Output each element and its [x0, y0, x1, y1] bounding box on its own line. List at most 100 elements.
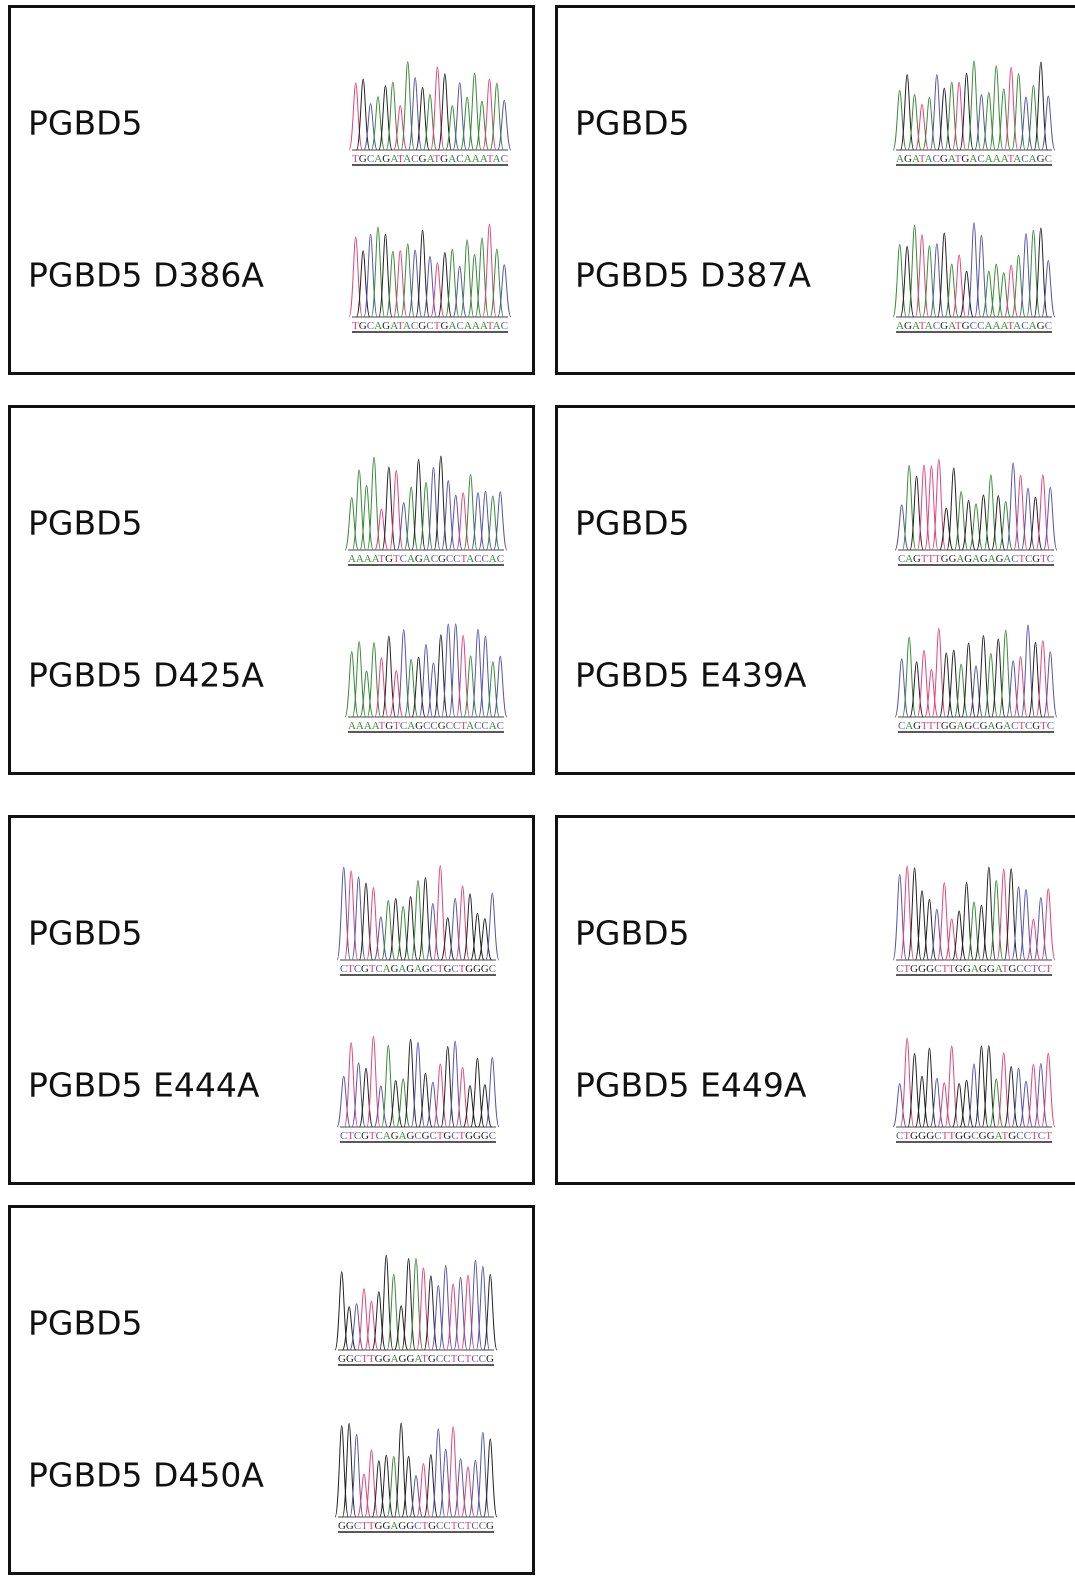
peak [1034, 62, 1047, 150]
peak [453, 83, 466, 150]
peak [900, 75, 913, 150]
sequence: AAAATGTCAGCCGCCTACCAC [348, 721, 504, 732]
peak [367, 457, 380, 550]
peak [977, 636, 990, 717]
panel: PGBD5 GGCTTGGAGGATGCCTCTCCG PGBD5 D450A GGC… [10, 1207, 534, 1574]
peak [984, 475, 997, 550]
peak [412, 459, 425, 550]
peak [997, 1053, 1010, 1127]
chromatogram: AAAATGTCAGCCGCCTACCAC [345, 624, 507, 732]
sequence: AGATACGATGACAAATACAGC [896, 154, 1052, 165]
sample-label: PGBD5 D386A [28, 256, 264, 295]
peak [498, 100, 511, 150]
peak [442, 481, 455, 550]
sequence: AGATACGATGCCAAATACAGC [896, 321, 1052, 332]
chromatogram: AAAATGTCAGACGCCTACCAC [345, 456, 507, 565]
peak [367, 1036, 380, 1127]
peak [468, 73, 481, 150]
peak [947, 468, 960, 550]
sequence: TGCAGATACGCTGACAAATAC [352, 321, 508, 332]
peak [394, 1423, 407, 1517]
peak [990, 66, 1003, 150]
sample-label: PGBD5 [28, 1304, 143, 1343]
peak [352, 470, 365, 550]
sample-label: PGBD5 D387A [575, 256, 811, 295]
chromatogram: CAGTTTGGAGCGAGACTCGTC [895, 625, 1057, 732]
peak [900, 1038, 913, 1127]
panel-border [10, 817, 534, 1184]
peak [490, 249, 503, 317]
peak [464, 474, 477, 550]
peak [357, 1289, 370, 1350]
chromatogram: CAGTTTGGAGAGAGACTCGTC [895, 459, 1057, 565]
panel-border [557, 407, 1075, 774]
peak [344, 1043, 357, 1127]
peak [908, 95, 921, 150]
sequence: TGCAGATACGATGACAAATAC [352, 154, 508, 165]
panel-border [10, 7, 534, 374]
peak [930, 75, 943, 150]
peak [349, 237, 362, 317]
chromatogram: AGATACGATGACAAATACAGC [893, 61, 1055, 165]
peak [416, 230, 429, 317]
peak [1027, 85, 1040, 150]
panel-border [10, 1207, 534, 1574]
peak [397, 630, 410, 717]
sequence: CTGGGCTTGGAGGATGCCTCT [896, 964, 1052, 975]
sequence: GGCTTGGAGGCTGCCTCTCCG [338, 1521, 494, 1532]
sequence: CAGTTTGGAGCGAGACTCGTC [898, 721, 1054, 732]
sample-label: PGBD5 [28, 104, 143, 143]
chromatogram: GGCTTGGAGGCTGCCTCTCCG [335, 1423, 497, 1532]
sequence: CAGTTTGGAGAGAGACTCGTC [898, 554, 1054, 565]
peak [401, 62, 414, 150]
peak [471, 1058, 484, 1127]
peak [945, 1046, 958, 1127]
peak [419, 644, 432, 717]
sample-label: PGBD5 E449A [575, 1066, 807, 1105]
peak [380, 1255, 393, 1350]
chromatogram: CTGGGCTTGGCGGATGCCTCT [893, 1038, 1055, 1142]
peak [997, 89, 1010, 150]
peak [486, 893, 499, 960]
peak [382, 1045, 395, 1127]
peak [960, 883, 973, 960]
peak [382, 636, 395, 717]
panel-border [10, 407, 534, 774]
sample-label: PGBD5 [575, 104, 690, 143]
peak [434, 866, 447, 960]
peak [335, 1272, 348, 1350]
figure: PGBD5 TGCAGATACGATGACAAATAC PGBD5 D386A TGC… [0, 0, 1075, 1577]
chromatogram: TGCAGATACGATGACAAATAC [349, 62, 511, 165]
sample-label: PGBD5 [28, 914, 143, 953]
panel: PGBD5 AGATACGATGACAAATACAGC PGBD5 D387A AGA… [557, 7, 1075, 374]
sample-label: PGBD5 D425A [28, 656, 264, 695]
peak [439, 1265, 452, 1350]
chromatogram: AGATACGATGCCAAATACAGC [893, 223, 1055, 332]
peak [432, 1429, 445, 1517]
chromatogram: CTCGTCAGAGAGCTGCTGGGC [337, 866, 499, 975]
sequence: GGCTTGGAGGATGCCTCTCCG [338, 1354, 494, 1365]
peak [932, 629, 945, 717]
panel: PGBD5CTGGGCTTGGAGGATGCCTCTPGBD5 E449ACTG… [557, 817, 1075, 1184]
peak [962, 643, 975, 717]
sequence: CTGGGCTTGGCGGATGCCTCT [896, 1131, 1052, 1142]
panel-border [557, 7, 1075, 374]
sample-label: PGBD5 D450A [28, 1456, 264, 1495]
chromatogram: CTCGTCAGAGCGCTGCTGGGC [337, 1036, 499, 1142]
sample-label: PGBD5 E439A [575, 656, 807, 695]
sample-label: PGBD5 [28, 504, 143, 543]
chromatogram: GGCTTGGAGGATGCCTCTCCG [335, 1255, 497, 1365]
sample-label: PGBD5 [575, 504, 690, 543]
sequence: CTCGTCAGAGCGCTGCTGGGC [340, 1131, 496, 1142]
panel: PGBD5 TGCAGATACGATGACAAATAC PGBD5 D386A TGC… [10, 7, 534, 374]
peak [367, 643, 380, 717]
peak [1021, 625, 1034, 717]
peak [446, 1427, 459, 1517]
sequence: AAAATGTCAGACGCCTACCAC [348, 554, 504, 565]
peak [938, 883, 951, 960]
peak [486, 1058, 499, 1127]
peak [923, 1048, 936, 1127]
peak [902, 637, 915, 717]
panel: PGBD5 CAGTTTGGAGAGAGACTCGTC PGBD5 E439A CAG… [557, 407, 1075, 774]
